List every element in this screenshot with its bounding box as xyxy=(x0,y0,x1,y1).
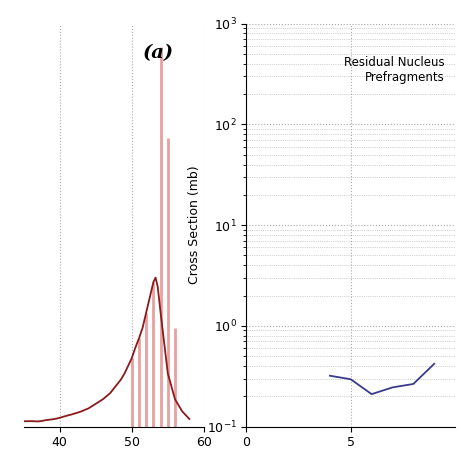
Text: (a): (a) xyxy=(143,44,174,62)
Text: Residual Nucleus
Prefragments: Residual Nucleus Prefragments xyxy=(344,56,445,84)
Y-axis label: Cross Section (mb): Cross Section (mb) xyxy=(188,166,201,284)
